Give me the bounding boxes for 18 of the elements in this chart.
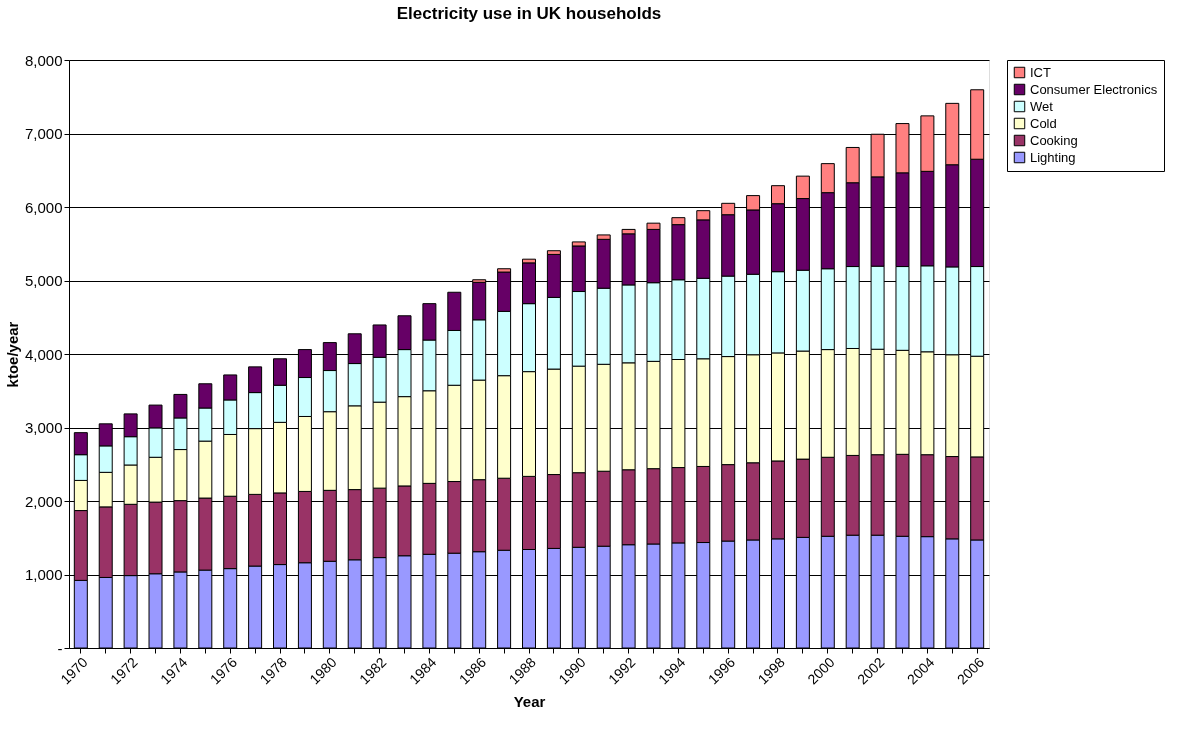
y-tick-label: 1,000 <box>24 566 63 583</box>
y-tick-label: 7,000 <box>24 125 63 142</box>
y-tick-label: - <box>57 639 63 657</box>
y-tick-label: 6,000 <box>24 198 63 216</box>
y-tick-label: 4,000 <box>24 345 63 363</box>
x-axis-title: Year <box>513 693 546 711</box>
y-axis-title: ktoe/year <box>3 321 21 388</box>
legend-label: Wet <box>1030 98 1054 114</box>
legend-label: Consumer Electronics <box>1030 81 1158 97</box>
chart-title: Electricity use in UK households <box>396 4 662 23</box>
legend-label: Cooking <box>1030 132 1078 148</box>
legend-label: Cold <box>1030 115 1057 131</box>
y-tick-label: 8,000 <box>24 51 63 69</box>
legend-label: Lighting <box>1030 149 1076 165</box>
y-tick-label: 3,000 <box>24 419 63 436</box>
legend-label: ICT <box>1030 64 1051 80</box>
y-tick-label: 2,000 <box>24 492 63 510</box>
y-tick-label: 5,000 <box>24 272 63 289</box>
